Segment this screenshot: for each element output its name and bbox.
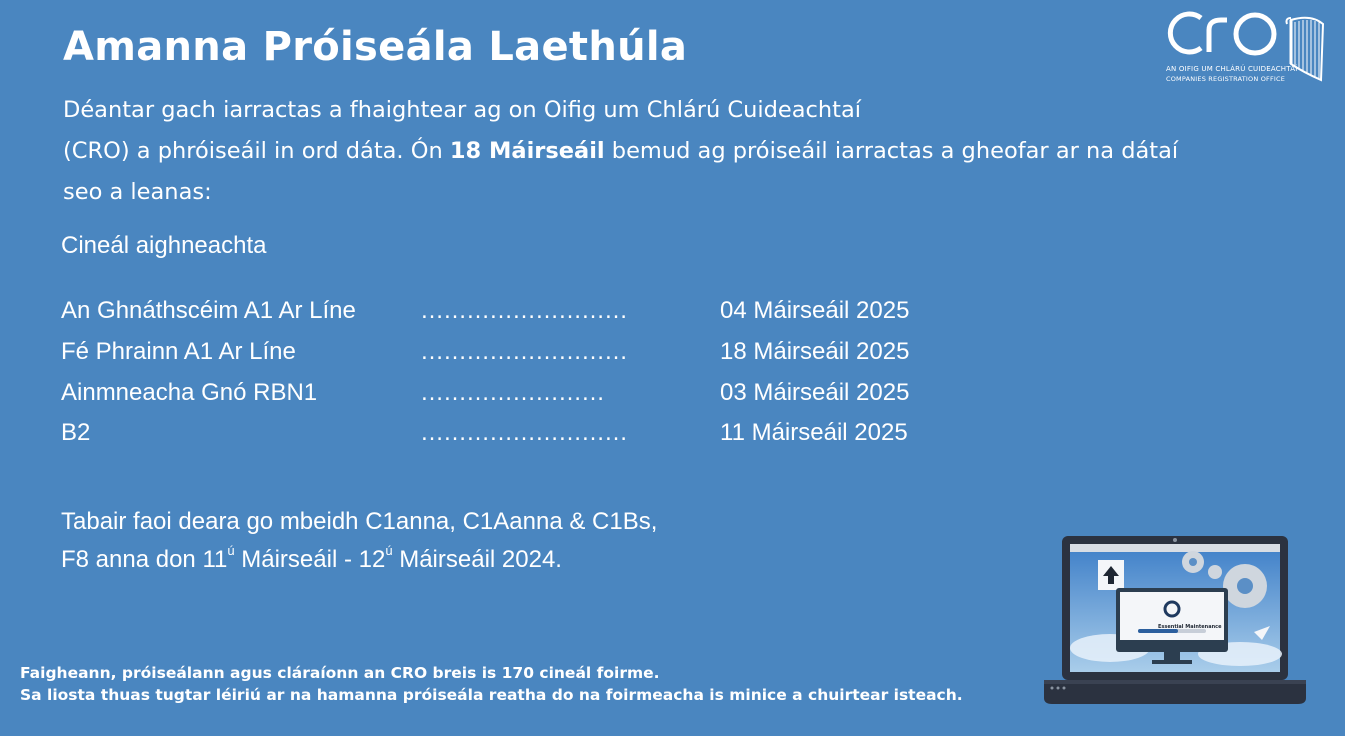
intro-line-3: seo a leanas:	[63, 179, 212, 205]
submission-name: Ainmneacha Gnó RBN1	[61, 379, 318, 406]
notice-part: Máirseáil 2024.	[392, 546, 562, 573]
submission-type-heading: Cineál aighneachta	[61, 232, 267, 259]
notice-line-2: F8 anna don 11ú Máirseáil - 12ú Máirseái…	[61, 541, 657, 579]
logo-wordmark-graphic	[1167, 11, 1277, 56]
maintenance-caption: Essential Maintenance	[1158, 624, 1222, 630]
submission-name: B2	[61, 419, 91, 446]
intro-line-2: (CRO) a phróiseáil in ord dáta. Ón 18 Má…	[63, 131, 1243, 172]
submission-name: An Ghnáthscéim A1 Ar Líne	[61, 297, 356, 324]
processing-date: 04 Máirseáil 2025	[720, 297, 910, 324]
ordinal-suffix: ú	[385, 543, 393, 558]
laptop-maintenance-illustration: Essential Maintenance	[1040, 536, 1310, 712]
notice-part: F8 anna don 11	[61, 546, 228, 573]
leader-dots: ………………………	[420, 297, 628, 324]
notice-text: Tabair faoi deara go mbeidh C1anna, C1Aa…	[61, 503, 657, 579]
cro-logo: AN OIFIG UM CHLÁRÚ CUIDEACHTAÍ COMPANIES…	[1163, 11, 1333, 88]
submission-name: Fé Phrainn A1 Ar Líne	[61, 338, 296, 365]
leader-dots: ………………………	[420, 419, 628, 446]
leader-dots: ………………………	[420, 338, 628, 365]
notice-line-1: Tabair faoi deara go mbeidh C1anna, C1Aa…	[61, 508, 658, 535]
footer-text: Faigheann, próiseálann agus cláraíonn an…	[20, 662, 963, 706]
intro-paragraph: Déantar gach iarractas a fhaightear ag o…	[63, 90, 1243, 213]
footer-line-1: Faigheann, próiseálann agus cláraíonn an…	[20, 664, 660, 682]
harp-icon	[1285, 16, 1325, 82]
processing-date: 18 Máirseáil 2025	[720, 338, 910, 365]
page-title: Amanna Próiseála Laethúla	[63, 24, 688, 70]
logo-wordmark	[1165, 8, 1283, 73]
intro-line-1: Déantar gach iarractas a fhaightear ag o…	[63, 97, 862, 123]
intro-highlight-date: 18 Máirseáil	[449, 138, 605, 164]
notice-part: Máirseáil - 12	[234, 546, 386, 573]
processing-date: 11 Máirseáil 2025	[720, 419, 908, 446]
intro-line-2-end: bemud ag próiseáil iarractas a gheofar a…	[604, 138, 1179, 164]
leader-dots: ……………………	[420, 379, 605, 406]
logo-subtitle-english: COMPANIES REGISTRATION OFFICE	[1166, 75, 1286, 83]
footer-line-2: Sa liosta thuas tugtar léiriú ar na hama…	[20, 686, 963, 704]
laptop-graphic	[1044, 536, 1306, 704]
logo-subtitle-irish: AN OIFIG UM CHLÁRÚ CUIDEACHTAÍ	[1166, 65, 1298, 73]
ordinal-suffix: ú	[227, 543, 235, 558]
intro-line-2-start: (CRO) a phróiseáil in ord dáta. Ón	[63, 138, 450, 164]
processing-date: 03 Máirseáil 2025	[720, 379, 910, 406]
